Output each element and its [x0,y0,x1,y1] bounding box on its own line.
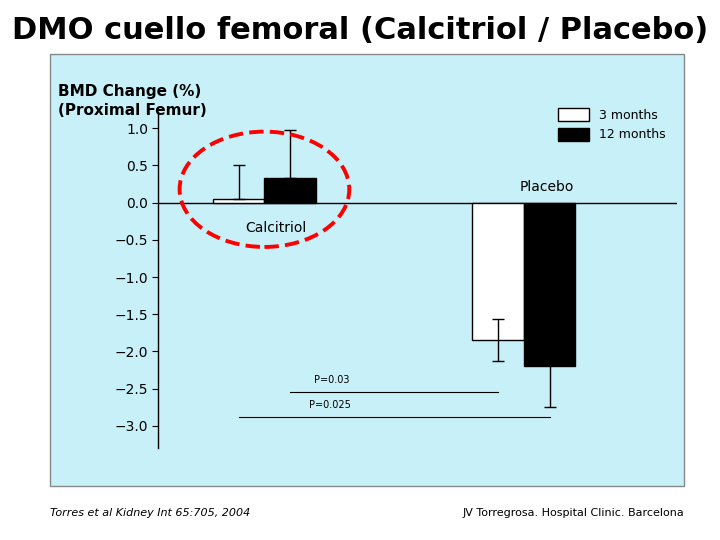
Text: Placebo: Placebo [520,180,575,194]
Text: JV Torregrosa. Hospital Clinic. Barcelona: JV Torregrosa. Hospital Clinic. Barcelon… [462,508,684,518]
Bar [472,202,523,340]
Bar [264,178,316,202]
Legend: 3 months, 12 months: 3 months, 12 months [553,103,670,146]
Text: P=0.03: P=0.03 [314,375,349,385]
Bar [212,199,264,202]
Text: Calcitriol: Calcitriol [246,221,307,235]
Text: Torres et al Kidney Int 65:705, 2004: Torres et al Kidney Int 65:705, 2004 [50,508,251,518]
Text: BMD Change (%): BMD Change (%) [58,84,201,99]
Text: (Proximal Femur): (Proximal Femur) [58,103,207,118]
Bar [523,202,575,366]
Text: DMO cuello femoral (Calcitriol / Placebo): DMO cuello femoral (Calcitriol / Placebo… [12,16,708,45]
Text: P=0.025: P=0.025 [309,400,351,409]
